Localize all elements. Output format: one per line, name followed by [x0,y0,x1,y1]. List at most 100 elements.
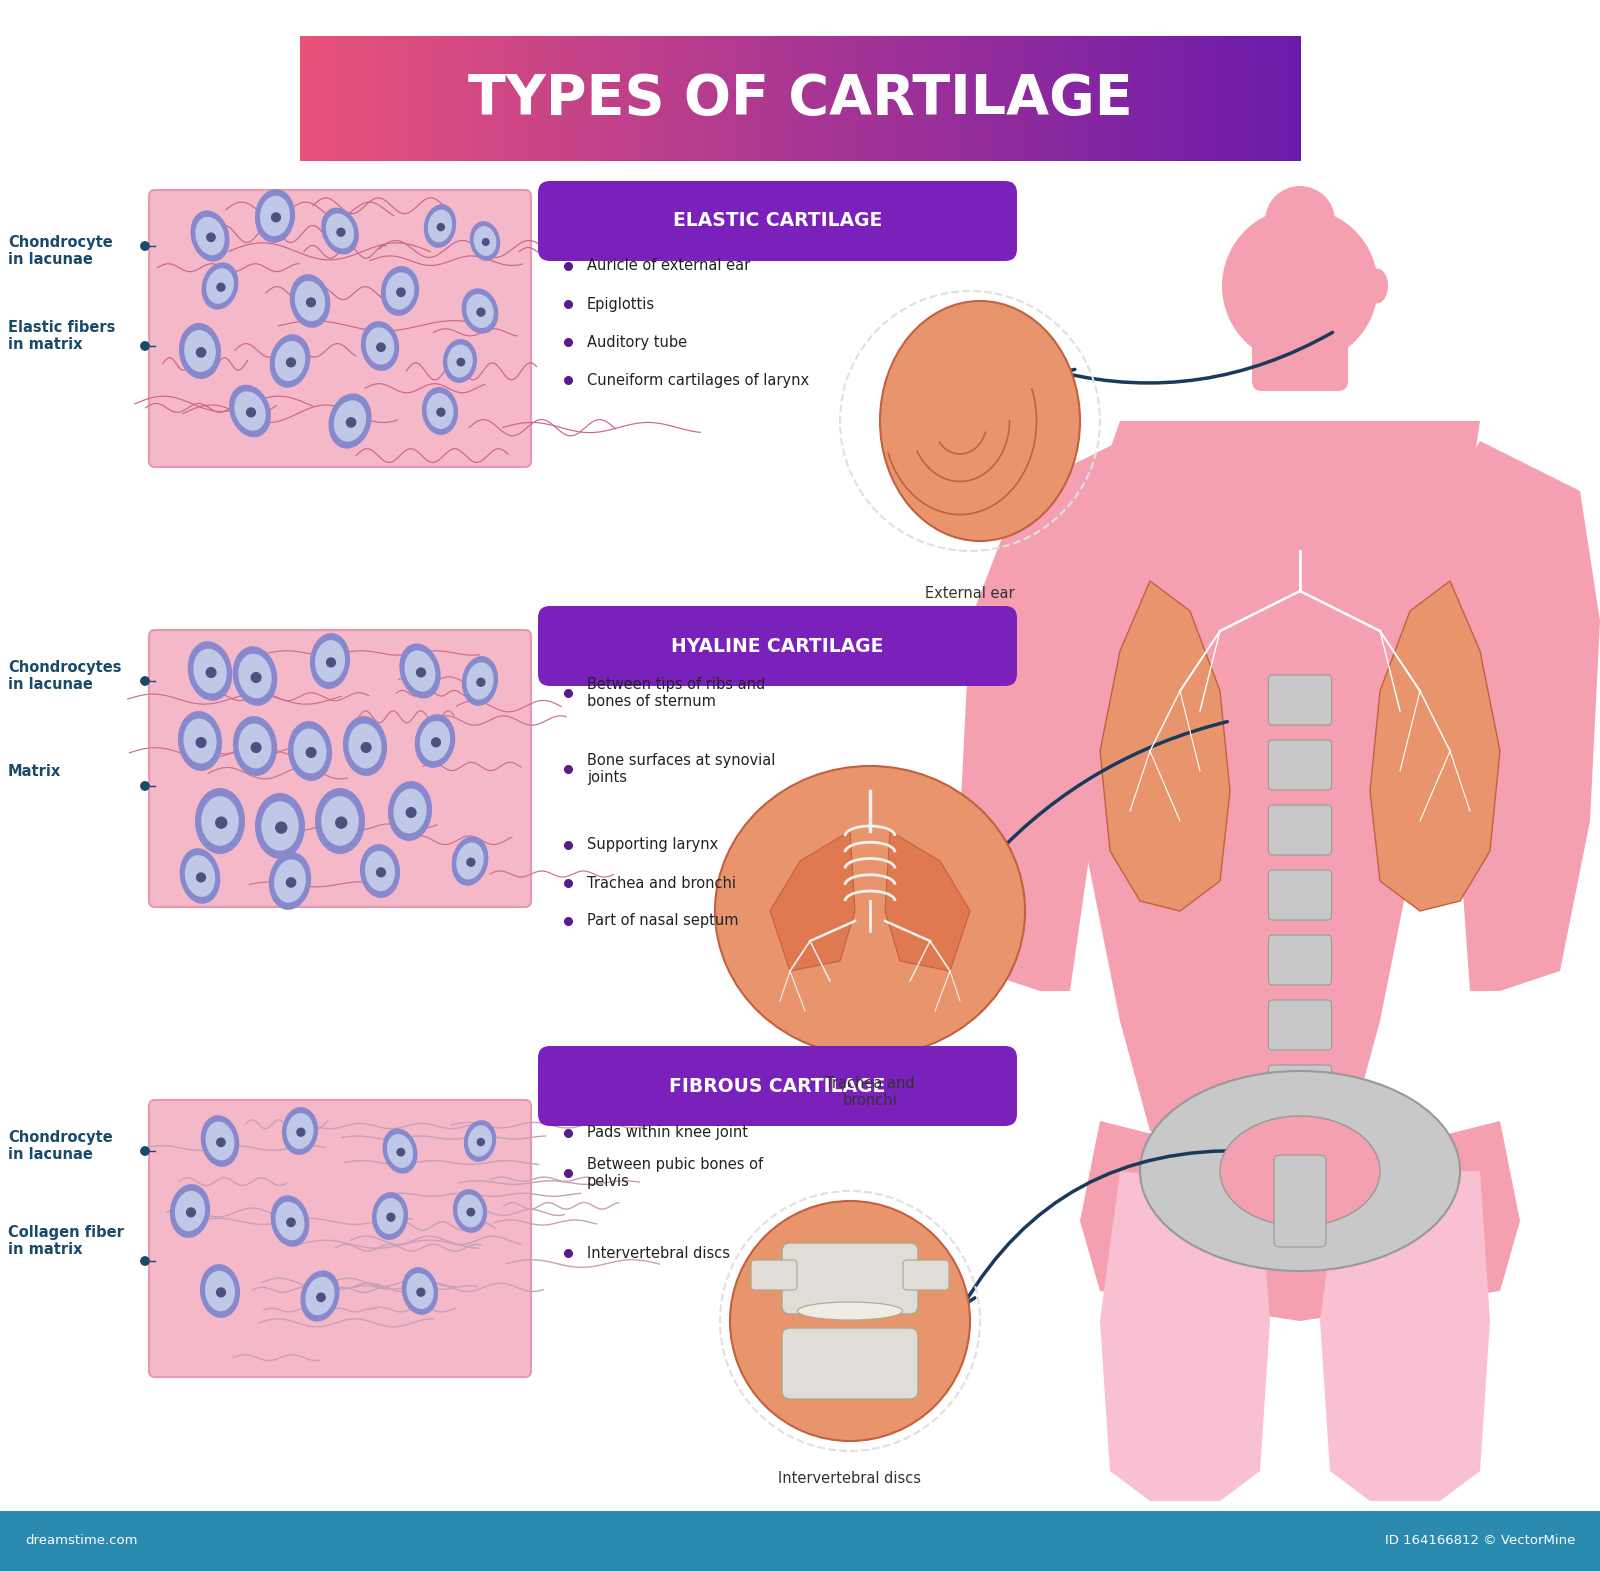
Text: Epiglottis: Epiglottis [587,297,654,311]
Ellipse shape [261,801,299,851]
Bar [837,36,842,160]
Bar [653,36,658,160]
Ellipse shape [187,641,232,701]
Bar [696,36,701,160]
Bar [1040,36,1045,160]
Circle shape [197,347,206,357]
Bar [834,36,838,160]
Bar [1010,36,1014,160]
Bar [1144,36,1147,160]
Text: TYPES OF CARTILAGE: TYPES OF CARTILAGE [467,72,1133,126]
Ellipse shape [458,1194,483,1227]
Bar [1080,36,1085,160]
Ellipse shape [365,851,395,891]
Bar [507,36,510,160]
Circle shape [272,214,280,222]
Bar [733,36,738,160]
Circle shape [246,408,256,416]
Text: Trachea and bronchi: Trachea and bronchi [587,875,736,891]
Bar [1034,36,1038,160]
FancyBboxPatch shape [1269,804,1331,855]
Ellipse shape [315,789,365,855]
Ellipse shape [178,712,222,771]
Circle shape [326,658,336,666]
Circle shape [1266,185,1334,256]
Bar [1194,36,1198,160]
Ellipse shape [462,657,498,705]
Ellipse shape [202,796,238,845]
Circle shape [483,239,490,245]
Ellipse shape [387,781,432,840]
Bar [954,36,958,160]
Bar [627,36,630,160]
Bar [926,36,931,160]
Bar [1030,36,1034,160]
Bar [600,36,605,160]
Ellipse shape [1221,1115,1379,1225]
Bar [1283,36,1288,160]
Ellipse shape [184,855,216,897]
Bar [1133,36,1138,160]
Text: dreamstime.com: dreamstime.com [26,1535,138,1547]
Bar [736,36,741,160]
Text: Between pubic bones of
pelvis: Between pubic bones of pelvis [587,1156,763,1189]
Text: Bone surfaces at synovial
joints: Bone surfaces at synovial joints [587,753,776,786]
Circle shape [338,228,346,236]
Bar [910,36,914,160]
Ellipse shape [387,1134,413,1167]
Ellipse shape [381,265,419,316]
Bar [304,36,307,160]
Bar [1286,36,1291,160]
Circle shape [286,878,296,888]
Bar [490,36,494,160]
Ellipse shape [424,204,456,248]
Bar [1227,36,1230,160]
Bar [874,36,878,160]
Circle shape [1222,207,1378,364]
Circle shape [216,817,227,828]
Ellipse shape [290,275,330,328]
Text: Cuneiform cartilages of larynx: Cuneiform cartilages of larynx [587,372,810,388]
Circle shape [141,677,149,685]
Bar [867,36,870,160]
Bar [1053,36,1058,160]
Bar [470,36,474,160]
Bar [813,36,818,160]
Bar [856,36,861,160]
Bar [1104,36,1107,160]
Ellipse shape [205,1271,235,1312]
Bar [656,36,661,160]
Bar [413,36,418,160]
Circle shape [141,242,149,250]
FancyBboxPatch shape [538,606,1018,687]
Text: Chondrocyte
in lacunae: Chondrocyte in lacunae [8,234,112,267]
Circle shape [437,408,445,416]
Ellipse shape [349,724,381,768]
Bar [443,36,448,160]
Bar [757,36,762,160]
Bar [1093,36,1098,160]
Bar [610,36,614,160]
Bar [434,36,438,160]
Bar [613,36,618,160]
Ellipse shape [405,650,435,691]
Bar [680,36,685,160]
Ellipse shape [715,767,1026,1056]
Ellipse shape [202,262,238,309]
Bar [723,36,728,160]
Bar [419,36,424,160]
Bar [800,36,805,160]
Bar [714,36,718,160]
Ellipse shape [360,844,400,899]
Bar [643,36,648,160]
Bar [1197,36,1202,160]
Bar [1021,36,1024,160]
Bar [990,36,994,160]
Bar [336,36,341,160]
Ellipse shape [419,721,450,760]
Text: Trachea and
bronchi: Trachea and bronchi [826,1076,915,1109]
Bar [594,36,598,160]
Bar [979,36,984,160]
Bar [840,36,845,160]
Text: Matrix: Matrix [8,764,61,779]
